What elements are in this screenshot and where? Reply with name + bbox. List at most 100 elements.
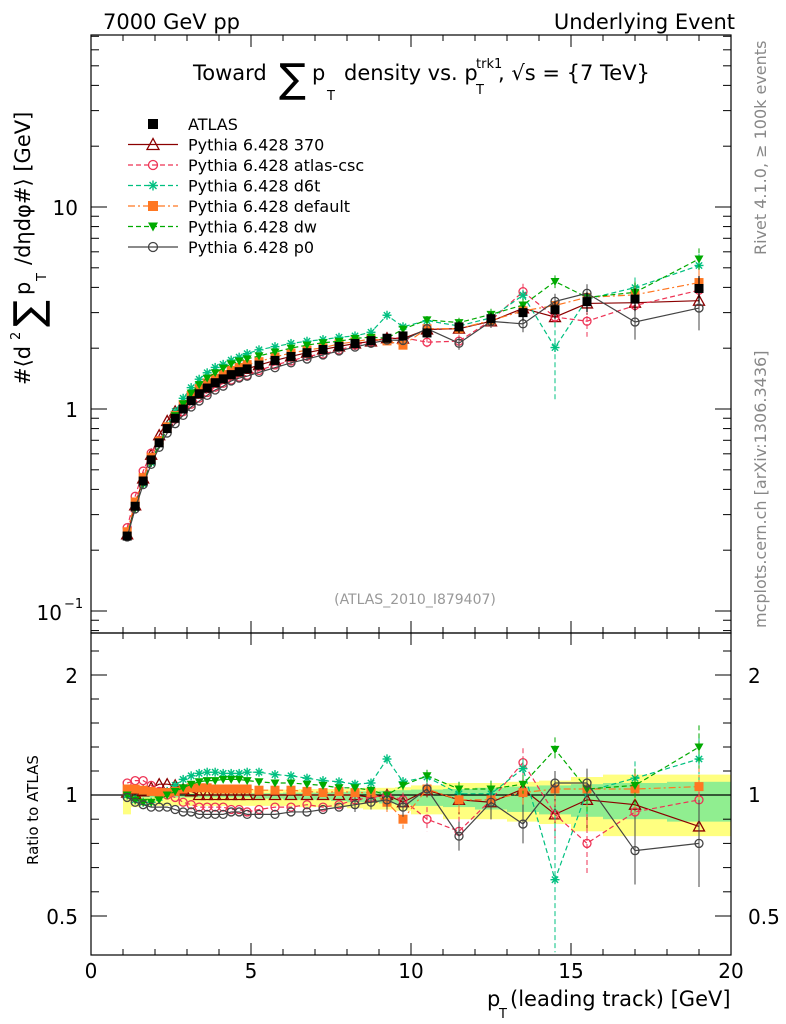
ratio-point — [334, 800, 344, 810]
data-point — [202, 374, 212, 383]
ratio-point — [486, 797, 496, 807]
data-point — [694, 255, 704, 264]
ylabel-top-sub-t: T — [35, 273, 50, 282]
series-line — [126, 292, 700, 538]
ratio-point — [194, 783, 204, 793]
ytick-top-10: 10 — [53, 196, 78, 220]
top-data-series — [120, 248, 706, 542]
data-point — [398, 325, 408, 334]
ratio-point — [270, 809, 280, 820]
ratio-point — [240, 788, 254, 801]
ratio-point — [178, 774, 188, 784]
data-point — [550, 277, 560, 286]
star-stroke — [271, 770, 279, 779]
ratio-point — [130, 784, 140, 794]
ratio-point — [202, 783, 212, 793]
ylabel-top: #⟨d 2 ∑ p T /dηdφ#⟩ [GeV] — [6, 112, 52, 385]
series-pythia-6-428-p0 — [122, 284, 704, 542]
data-point — [178, 400, 188, 409]
xtick-5: 5 — [245, 959, 258, 983]
ytick-top-1: 1 — [65, 398, 78, 422]
top-panel: Toward ∑ p T density vs. p trk1 T , √s =… — [90, 34, 732, 634]
ratio-point — [422, 772, 432, 781]
ratio-point — [302, 800, 312, 810]
ratio-point — [154, 788, 164, 798]
data-point — [194, 389, 204, 399]
ratio-point — [286, 802, 296, 812]
series-line — [126, 281, 700, 532]
ratio-point — [178, 797, 188, 807]
data-point — [226, 360, 236, 369]
data-point — [334, 341, 344, 351]
data-point — [454, 338, 464, 348]
data-point — [286, 344, 296, 353]
data-point — [350, 338, 360, 348]
data-point — [422, 337, 432, 347]
legend-marker — [145, 137, 161, 151]
legend-marker — [148, 119, 158, 129]
star-stroke — [519, 291, 527, 299]
star-stroke — [187, 772, 195, 780]
ratio-point — [122, 792, 132, 803]
data-point — [398, 331, 408, 341]
data-point — [226, 370, 236, 380]
data-point — [366, 336, 376, 346]
ratio-point — [286, 779, 296, 788]
mcplots-label: mcplots.cern.ch [arXiv:1306.3436] — [751, 351, 770, 628]
band-total — [243, 789, 251, 806]
data-point — [318, 345, 328, 355]
ratio-point — [218, 775, 228, 784]
band-stat — [299, 792, 315, 800]
ratio-point — [194, 768, 204, 778]
ratio-point — [318, 781, 328, 790]
star-stroke — [367, 779, 375, 787]
rivet-label: Rivet 4.1.0, ≥ 100k events — [751, 41, 770, 255]
data-point — [130, 501, 140, 511]
ytick-bottom-2: 2 — [65, 664, 78, 688]
ratio-point — [226, 775, 236, 784]
ratio-point — [518, 764, 528, 774]
series-pythia-6-428-d6t — [122, 254, 704, 541]
band-total — [139, 789, 147, 806]
data-point — [422, 328, 432, 338]
ratio-point — [162, 802, 172, 812]
data-point — [170, 413, 180, 423]
star-stroke — [179, 775, 187, 784]
ratio-point — [242, 809, 252, 820]
ratio-point — [242, 784, 252, 794]
ratio-point — [186, 800, 196, 810]
star-stroke — [195, 769, 203, 778]
star-stroke — [303, 774, 311, 782]
ratio-point — [234, 768, 244, 778]
ratio-point — [218, 784, 228, 794]
data-point — [122, 531, 132, 541]
legend-label: Pythia 6.428 d6t — [188, 177, 320, 196]
legend-entry-0: ATLAS — [148, 115, 238, 134]
ratio-data-series — [120, 725, 706, 953]
ylabel-top-sum: ∑ — [6, 300, 52, 327]
ratio-point — [694, 782, 704, 792]
ytick-bottom-right-2: 2 — [748, 664, 761, 688]
band-stat — [227, 793, 235, 798]
ratio-point — [242, 767, 252, 777]
ratio-point — [186, 771, 196, 781]
ratio-point — [454, 831, 464, 841]
band-stat — [195, 793, 203, 798]
ylabel-bottom: Ratio to ATLAS — [24, 755, 42, 865]
ratio-series-pythia-6-428-d6t — [122, 737, 704, 953]
ratio-point — [138, 785, 148, 795]
legend-marker — [147, 241, 159, 253]
ratio-point — [178, 784, 188, 793]
data-point — [286, 351, 296, 361]
band-stat — [211, 793, 219, 798]
ratio-point — [318, 802, 328, 812]
ratio-point — [130, 797, 140, 807]
data-point — [302, 348, 312, 358]
ratio-point — [170, 787, 180, 796]
ratio-point — [582, 778, 592, 788]
ratio-point — [146, 786, 156, 796]
star-stroke — [383, 311, 391, 319]
ylabel-top-rest: /dηdφ#⟩ [GeV] — [11, 112, 35, 265]
ratio-point — [210, 767, 220, 777]
